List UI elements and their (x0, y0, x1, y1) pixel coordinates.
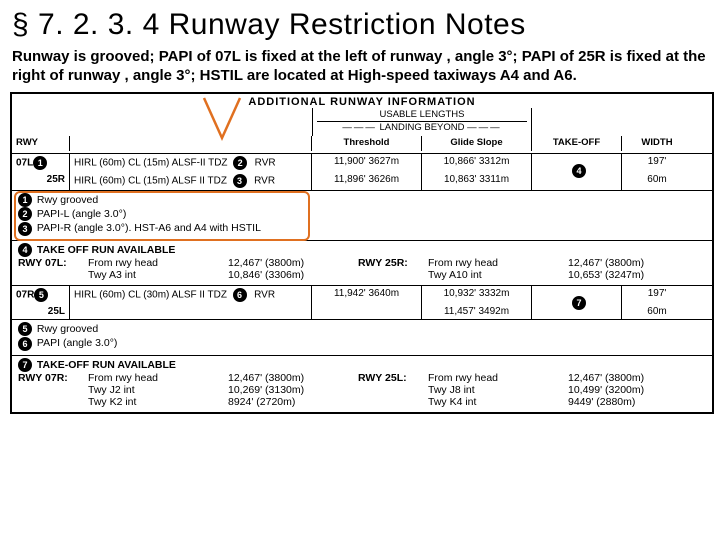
note-ref-6-icon: 6 (233, 288, 247, 302)
note-ref-4-icon: 4 (572, 164, 586, 178)
landing-beyond-label: LANDING BEYOND (380, 122, 465, 133)
section-subtitle: Runway is grooved; PAPI of 07L is fixed … (12, 48, 712, 86)
row-25r: 25R HIRL (60m) CL (15m) ALSF II TDZ 3 RV… (12, 172, 712, 191)
col-threshold: Threshold (312, 136, 422, 151)
section-title: § 7. 2. 3. 4 Runway Restriction Notes (12, 8, 720, 42)
row-07r: 07R5 HIRL (60m) CL (30m) ALSF II TDZ 6 R… (12, 286, 712, 304)
row-07l: 07L1 HIRL (60m) CL (15m) ALSF-II TDZ 2 R… (12, 154, 712, 172)
table-title: ADDITIONAL RUNWAY INFORMATION (12, 96, 712, 109)
block1-notes: 1 Rwy grooved 2 PAPI-L (angle 3.0°) 3 PA… (12, 191, 712, 241)
note-ref-3-icon: 3 (233, 174, 247, 188)
row-25l: 25L 11,457' 3492m 60m (12, 304, 712, 321)
block2-tora: 7 TAKE-OFF RUN AVAILABLE RWY 07R:From rw… (12, 356, 712, 412)
col-width: WIDTH (622, 136, 692, 151)
col-glideslope: Glide Slope (422, 136, 532, 151)
col-takeoff: TAKE-OFF (532, 136, 622, 151)
note-ref-2-icon: 2 (233, 156, 247, 170)
usable-lengths-label: USABLE LENGTHS (317, 110, 527, 121)
block2-notes: 5 Rwy grooved 6 PAPI (angle 3.0°) (12, 320, 712, 355)
col-rwy: RWY (12, 136, 70, 151)
note-ref-1-icon: 1 (33, 156, 47, 170)
block1-tora: 4 TAKE OFF RUN AVAILABLE RWY 07L:From rw… (12, 241, 712, 286)
runway-info-table: ADDITIONAL RUNWAY INFORMATION USABLE LEN… (10, 92, 714, 414)
note-ref-5-icon: 5 (34, 288, 48, 302)
note-ref-7-icon: 7 (572, 296, 586, 310)
